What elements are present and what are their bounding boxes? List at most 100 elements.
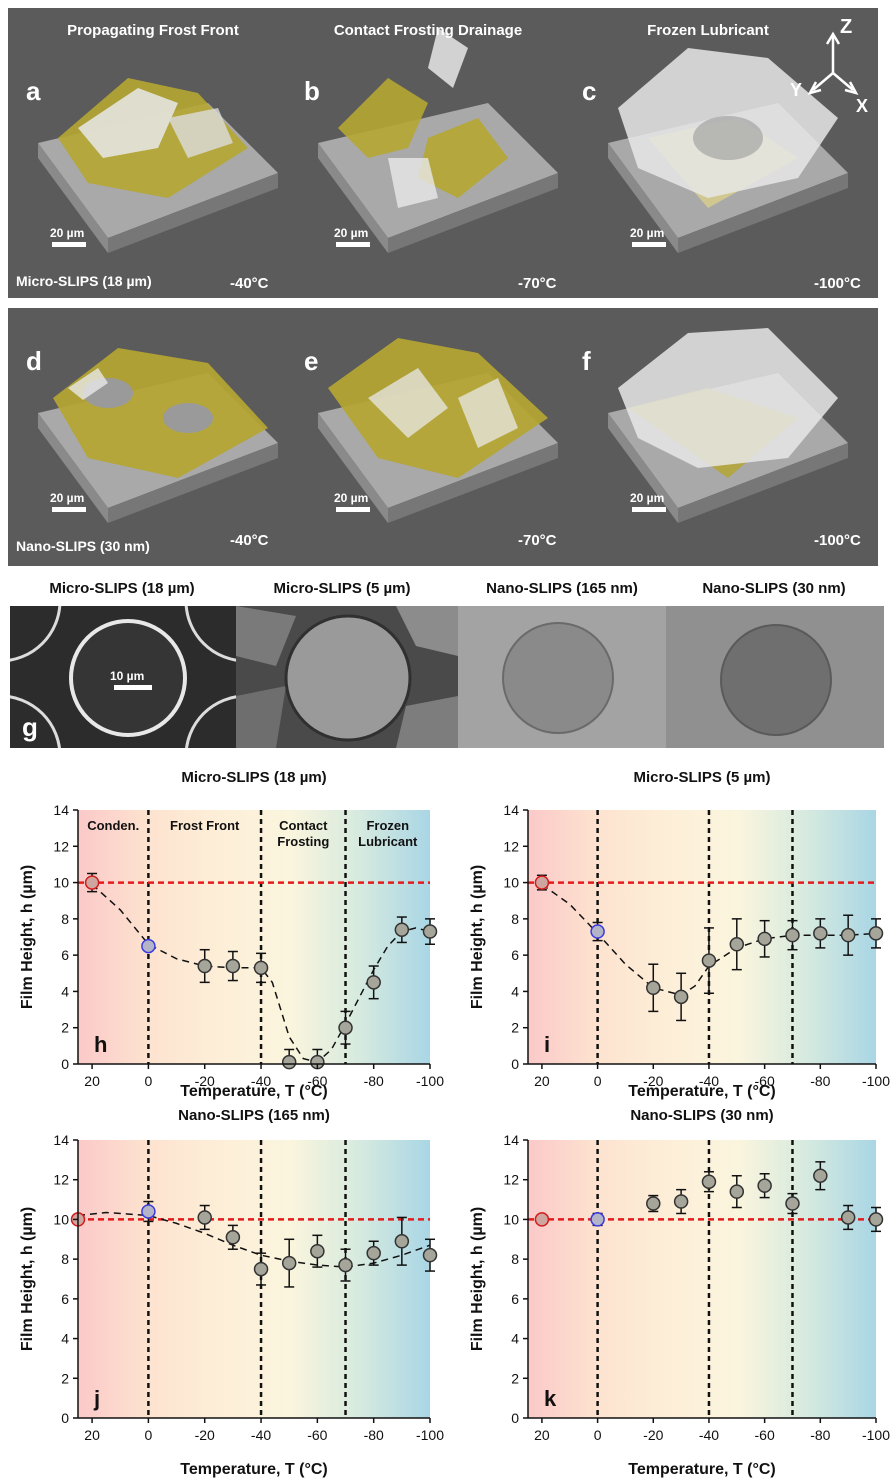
sem-title-1: Micro-SLIPS (18 µm) (49, 580, 195, 597)
data-point (813, 1168, 828, 1183)
sem-nano-165nm (458, 606, 666, 748)
scale-bar-a (52, 242, 86, 247)
scale-label-f: 20 µm (630, 491, 665, 505)
panel-letter: j (93, 1386, 100, 1411)
x-tick-label: -40 (699, 1427, 719, 1443)
data-point (673, 989, 689, 1005)
y-tick-label: 2 (511, 1020, 519, 1036)
data-point (394, 1234, 410, 1249)
y-tick-label: 4 (61, 1331, 69, 1347)
data-point (590, 924, 605, 939)
data-point (729, 937, 745, 952)
y-tick-label: 12 (53, 1172, 69, 1188)
x-tick-label: -80 (364, 1073, 384, 1089)
data-point (141, 1204, 156, 1219)
data-point (840, 1210, 856, 1225)
chart-i-micro-5um: Micro-SLIPS (5 µm) 0 2 4 6 8 10 12 14 20 0 -20 -40 -6… (469, 769, 890, 1100)
x-axis-label: Temperature, T (°C) (628, 1083, 775, 1100)
temperature-b: -70°C (518, 275, 557, 292)
x-axis-label: Temperature, T (°C) (180, 1083, 327, 1100)
region-label: Lubricant (358, 834, 418, 849)
panel-label-a: a (26, 76, 41, 106)
sample-label-row2: Nano-SLIPS (30 nm) (16, 538, 150, 554)
scale-bar-b (336, 242, 370, 247)
sem-scale-label: 10 µm (110, 669, 145, 683)
x-tick-label: -80 (810, 1427, 830, 1443)
x-tick-label: 20 (534, 1073, 550, 1089)
x-tick-label: -100 (862, 1427, 890, 1443)
data-point (785, 927, 800, 943)
y-tick-label: 12 (503, 838, 519, 854)
sem-title-3: Nano-SLIPS (165 nm) (486, 580, 638, 597)
y-tick-label: 0 (61, 1410, 69, 1426)
data-point (253, 1261, 269, 1277)
plot-background (78, 810, 430, 1064)
sem-title-2: Micro-SLIPS (5 µm) (273, 580, 411, 597)
y-tick-label: 0 (61, 1056, 69, 1072)
x-tick-label: -20 (195, 1073, 215, 1089)
x-tick-label: 20 (84, 1073, 100, 1089)
data-point (366, 1245, 381, 1261)
scale-bar-d (52, 507, 86, 512)
data-point (813, 926, 828, 941)
chart-h-micro-18um: Micro-SLIPS (18 µm) Conden. Frost Front Con… (19, 769, 444, 1100)
y-axis-label: Film Height, h (µm) (469, 1207, 486, 1351)
y-tick-label: 10 (53, 1211, 69, 1227)
data-point (701, 953, 717, 968)
y-tick-label: 6 (61, 947, 69, 963)
data-point (141, 938, 156, 954)
panel-label-d: d (26, 346, 42, 376)
x-tick-label: -60 (307, 1073, 327, 1089)
chart-j-nano-165nm: Nano-SLIPS (165 nm) 0 2 4 6 8 10 12 14 20 0 -20 -40 -… (19, 1107, 444, 1478)
chart-k-nano-30nm: Nano-SLIPS (30 nm) 0 2 4 6 8 10 12 14 20 0 -20 -40 -6… (469, 1107, 890, 1478)
data-point (310, 1243, 325, 1259)
x-tick-label: -40 (699, 1073, 719, 1089)
data-point (366, 975, 381, 990)
data-point (253, 960, 269, 976)
plot-background (78, 1140, 430, 1418)
x-tick-label: -20 (643, 1073, 663, 1089)
axis-x-label: X (856, 96, 869, 116)
region-label: Frost Front (170, 818, 240, 833)
data-point (338, 1020, 353, 1035)
xyz-axes-glyph (807, 31, 859, 95)
x-tick-label: -100 (416, 1073, 444, 1089)
y-tick-label: 0 (511, 1410, 519, 1426)
y-axis-label: Film Height, h (µm) (19, 865, 36, 1009)
x-tick-label: -20 (643, 1427, 663, 1443)
x-tick-label: -60 (755, 1073, 775, 1089)
3d-renderings-row1 (38, 28, 859, 253)
data-point (422, 1247, 438, 1263)
y-tick-label: 4 (61, 983, 69, 999)
y-tick-label: 4 (511, 983, 519, 999)
x-tick-label: -40 (251, 1427, 271, 1443)
temperature-f: -100°C (814, 532, 861, 549)
data-point (868, 1212, 884, 1227)
y-tick-label: 10 (503, 875, 519, 891)
render-c (608, 48, 848, 253)
data-point (338, 1257, 353, 1273)
y-tick-label: 14 (503, 802, 519, 818)
scale-label-b: 20 µm (334, 226, 369, 240)
data-point (197, 958, 212, 974)
x-tick-label: 0 (145, 1073, 153, 1089)
scale-bar-e (336, 507, 370, 512)
x-tick-label: -60 (755, 1427, 775, 1443)
y-tick-label: 2 (61, 1020, 69, 1036)
data-point (534, 1212, 550, 1227)
scale-label-d: 20 µm (50, 491, 85, 505)
temperature-a: -40°C (230, 275, 269, 292)
panel-letter: h (94, 1032, 107, 1057)
y-axis-label: Film Height, h (µm) (19, 1207, 36, 1351)
3d-renderings-row2 (38, 328, 848, 523)
chart-title: Micro-SLIPS (5 µm) (634, 769, 771, 786)
data-point (785, 1196, 800, 1211)
data-point (225, 1230, 241, 1245)
x-tick-label: -60 (307, 1427, 327, 1443)
y-tick-label: 12 (503, 1172, 519, 1188)
axis-y-label: Y (790, 80, 803, 100)
plot-background (528, 1140, 876, 1418)
panel-label-e: e (304, 346, 319, 376)
sem-micro-18um (10, 606, 236, 748)
y-tick-label: 14 (53, 1132, 69, 1148)
